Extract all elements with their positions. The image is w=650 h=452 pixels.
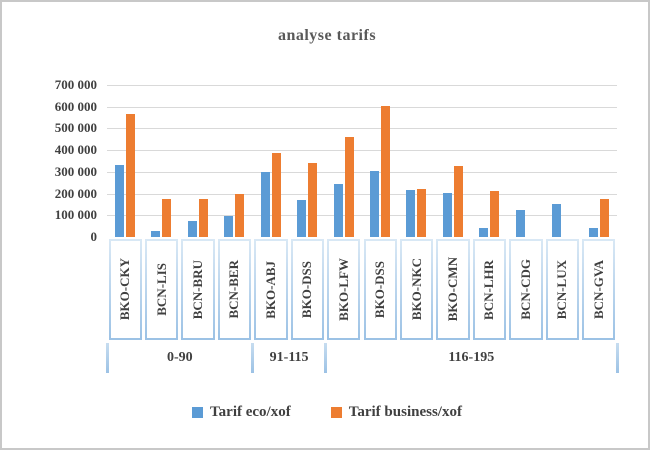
bar-tarif-eco	[115, 165, 124, 237]
bar-tarif-business	[599, 199, 609, 237]
x-axis-category-label: BKO-DSS	[290, 239, 325, 340]
bar-tarif-eco	[224, 216, 234, 237]
x-axis-category-label: BKO-CKY	[108, 239, 142, 340]
gridline	[107, 215, 617, 217]
bar-tarif-eco	[406, 190, 416, 237]
y-axis-tick-label: 200 000	[54, 185, 97, 201]
x-axis-group-label: 91-115	[269, 350, 309, 365]
x-axis-category-label: BKO-ABJ	[254, 239, 288, 340]
x-axis-category-text: BCN-BRU	[190, 259, 206, 320]
x-axis-category-label: BCN-LIS	[144, 239, 179, 340]
x-axis-category-text: BKO-NKC	[408, 258, 424, 321]
x-axis-category-text: BKO-DSS	[372, 260, 388, 319]
group-divider-line	[324, 343, 328, 373]
legend: Tarif eco/xof Tarif business/xof	[2, 400, 650, 424]
bar-tarif-business	[162, 199, 172, 237]
group-divider-line	[615, 343, 619, 373]
x-axis-category-label: BKO-CMN	[436, 239, 470, 340]
y-axis-tick-label: 600 000	[54, 98, 97, 114]
bar-tarif-eco	[588, 228, 598, 237]
x-axis-category-text: BKO-ABJ	[262, 260, 278, 319]
x-axis-category-label: BCN-CDG	[509, 239, 543, 340]
bar-tarif-eco	[370, 170, 379, 237]
plot-area	[107, 85, 617, 237]
legend-item-business: Tarif business/xof	[330, 403, 462, 421]
y-axis-tick-label: 100 000	[54, 207, 97, 223]
x-axis-category-label: BCN-BRU	[181, 239, 215, 340]
gridline	[107, 128, 617, 130]
bar-tarif-business	[235, 193, 245, 237]
x-axis-group-row: 0-90 91-115 116-195	[105, 343, 619, 373]
y-axis-tick-label: 500 000	[54, 120, 97, 136]
chart-title: analyse tarifs	[277, 27, 377, 44]
x-axis-category-text: BCN-LHR	[481, 259, 497, 320]
x-axis-category-text: BKO-LFW	[335, 258, 351, 321]
gridline	[107, 85, 617, 86]
x-axis-category-label: BCN-LHR	[472, 239, 507, 340]
y-axis-tick-label: 400 000	[54, 142, 97, 158]
gridline	[107, 150, 617, 152]
bar-tarif-eco	[297, 200, 307, 237]
bar-tarif-eco	[552, 204, 562, 237]
gridline	[107, 171, 617, 173]
bar-tarif-business	[344, 137, 354, 237]
x-axis-category-text: BKO-CKY	[117, 258, 133, 321]
group-divider-line	[105, 343, 109, 373]
bar-tarif-business	[126, 114, 135, 237]
bar-tarif-eco	[187, 220, 197, 237]
x-axis-group-label: 116-195	[448, 350, 495, 365]
x-axis-category-label: BKO-DSS	[363, 239, 397, 340]
x-axis-group-label: 0-90	[167, 350, 193, 365]
y-axis-tick-label: 700 000	[54, 77, 97, 92]
x-axis-category-text: BKO-CMN	[445, 257, 461, 322]
bar-tarif-business	[198, 199, 208, 237]
x-axis-category-text: BKO-DSS	[299, 260, 315, 319]
legend-item-eco: Tarif eco/xof	[192, 404, 291, 421]
bar-tarif-eco	[442, 192, 452, 237]
x-axis-category-label: BCN-LUX	[545, 239, 580, 340]
x-axis-category-text: BCN-BER	[226, 260, 242, 319]
x-axis-category-text: BCN-LIS	[153, 263, 169, 316]
y-axis-tick-label: 0	[90, 229, 98, 244]
x-axis-category-label: BCN-BER	[217, 239, 252, 340]
bar-tarif-business	[308, 163, 318, 237]
bar-tarif-eco	[260, 171, 270, 237]
x-axis-category-text: BCN-GVA	[590, 260, 606, 319]
group-divider-line	[251, 343, 255, 373]
bar-tarif-eco	[479, 228, 489, 237]
bar-tarif-business	[381, 105, 390, 237]
x-axis-category-label: BCN-GVA	[582, 239, 616, 340]
bar-tarif-business	[271, 153, 281, 237]
bar-tarif-business	[490, 191, 500, 237]
y-axis-tick-label: 300 000	[54, 163, 97, 179]
legend-label-eco: Tarif eco/xof	[210, 403, 291, 420]
bar-tarif-eco	[151, 230, 161, 237]
y-axis: 0 100 000 200 000 300 000 400 000 500 000 600 …	[2, 2, 97, 452]
bar-tarif-business	[417, 189, 427, 237]
legend-label-business: Tarif business/xof	[348, 403, 462, 420]
x-axis-category-label: BKO-LFW	[327, 239, 361, 340]
legend-swatch-eco	[192, 406, 204, 418]
gridline	[107, 193, 617, 195]
gridline	[107, 106, 617, 108]
bar-tarif-eco	[333, 183, 343, 237]
bar-tarif-business	[453, 166, 463, 237]
x-axis-category-label: BKO-NKC	[399, 239, 434, 340]
x-axis-category-text: BCN-CDG	[517, 259, 533, 320]
x-axis-category-text: BCN-LUX	[554, 259, 570, 320]
x-axis: BKO-CKY BCN-LIS BCN-BRU BCN-BER BKO-ABJ BKO-D…	[107, 239, 617, 340]
legend-swatch-business	[330, 406, 342, 418]
bar-tarif-eco	[515, 209, 525, 237]
